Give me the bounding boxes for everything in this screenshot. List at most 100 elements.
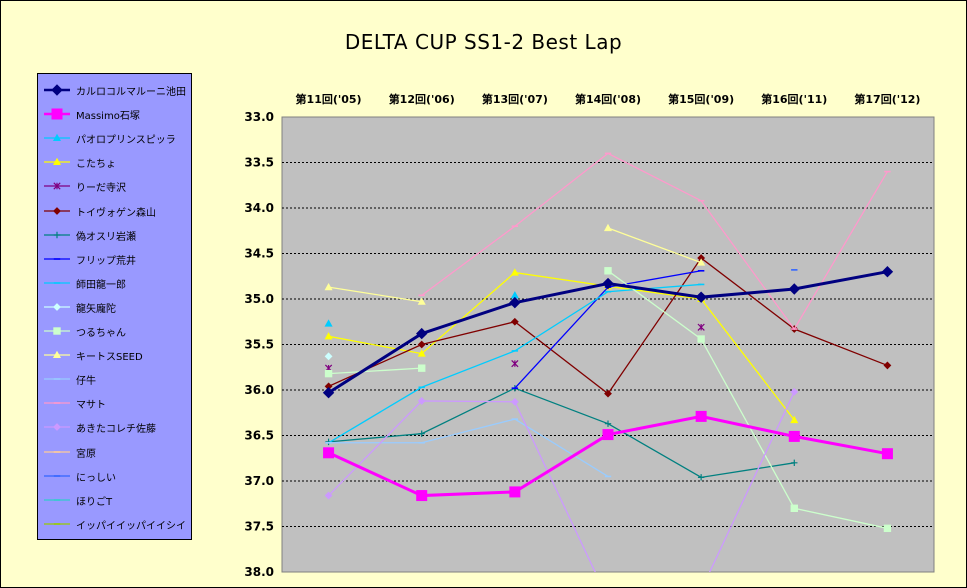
legend-item: トイヴォゲン森山 bbox=[42, 201, 192, 221]
data-point bbox=[417, 297, 426, 305]
legend-label: キートスSEED bbox=[76, 352, 143, 364]
legend-swatch bbox=[44, 158, 70, 166]
data-point bbox=[323, 447, 335, 459]
data-point bbox=[790, 415, 799, 424]
series-line bbox=[325, 384, 798, 481]
data-point bbox=[697, 199, 705, 202]
series-line bbox=[418, 152, 891, 331]
legend-item: 偽オスリ岩瀬 bbox=[42, 225, 192, 245]
legend-swatch bbox=[44, 302, 70, 311]
data-point bbox=[790, 504, 798, 513]
data-point bbox=[697, 323, 705, 331]
series-path bbox=[328, 391, 795, 572]
y-tick-label: 35.0 bbox=[244, 292, 274, 306]
legend-swatch bbox=[44, 206, 70, 215]
y-tick-label: 36.0 bbox=[244, 383, 274, 397]
data-point bbox=[51, 108, 63, 120]
data-point bbox=[510, 317, 519, 326]
data-point bbox=[604, 152, 612, 155]
legend-swatch bbox=[44, 378, 70, 380]
data-point bbox=[602, 429, 614, 441]
series-path bbox=[328, 286, 422, 303]
data-point bbox=[881, 265, 894, 278]
legend-swatch bbox=[44, 133, 70, 142]
x-tick-label: 第11回('05) bbox=[296, 92, 362, 106]
legend-item: カルロコルマルーニ池田 bbox=[42, 80, 192, 100]
data-point bbox=[511, 225, 519, 227]
series-path bbox=[421, 152, 888, 331]
data-point bbox=[604, 420, 612, 427]
series-line bbox=[325, 418, 612, 478]
series-group bbox=[322, 152, 894, 572]
legend-swatch bbox=[44, 498, 70, 501]
series-line bbox=[322, 265, 894, 399]
data-point bbox=[322, 387, 335, 399]
legend-label: トイヴォゲン森山 bbox=[76, 207, 156, 219]
legend-item: 仔牛 bbox=[42, 369, 192, 389]
legend-swatch bbox=[44, 182, 70, 191]
data-point bbox=[324, 352, 333, 361]
y-tick-label: 33.0 bbox=[244, 110, 274, 124]
x-tick-label: 第17回('12) bbox=[854, 92, 920, 106]
legend-item: 師田龍一郎 bbox=[42, 273, 192, 293]
data-point bbox=[53, 378, 61, 380]
data-point bbox=[418, 364, 426, 372]
y-tick-label: 35.5 bbox=[244, 338, 274, 352]
data-point bbox=[418, 386, 425, 389]
legend-label: りーだ寺沢 bbox=[76, 183, 126, 195]
legend-item: あきたコレチ佐藤 bbox=[42, 417, 192, 437]
data-point bbox=[509, 296, 521, 309]
data-point bbox=[53, 206, 61, 215]
legend-label: ほりごT bbox=[76, 496, 113, 508]
data-point bbox=[510, 268, 519, 276]
data-point bbox=[53, 474, 61, 477]
y-tick-label: 37.5 bbox=[244, 520, 274, 534]
data-point bbox=[604, 267, 612, 275]
data-point bbox=[416, 327, 428, 340]
series-path bbox=[328, 387, 795, 479]
data-point bbox=[791, 459, 798, 466]
y-tick-label: 38.0 bbox=[244, 565, 274, 579]
x-axis-labels: 第11回('05) 第12回('06) 第13回('07) 第14回('08) 第15回… bbox=[296, 92, 921, 106]
data-point bbox=[418, 441, 425, 444]
x-tick-label: 第13回('07) bbox=[482, 92, 548, 106]
data-point bbox=[51, 84, 63, 96]
data-point bbox=[697, 335, 705, 343]
series-line bbox=[324, 352, 333, 361]
data-point bbox=[697, 258, 706, 266]
legend-swatch bbox=[44, 450, 70, 453]
data-point bbox=[417, 397, 426, 405]
data-point bbox=[791, 269, 798, 271]
series-line bbox=[323, 410, 893, 502]
data-point bbox=[509, 486, 521, 498]
data-point bbox=[697, 474, 705, 481]
legend-item: パオロプリンスピッラ bbox=[42, 128, 192, 148]
series-line bbox=[324, 223, 706, 305]
data-point bbox=[53, 281, 61, 284]
data-point bbox=[604, 475, 612, 478]
data-point bbox=[510, 397, 519, 406]
legend-swatch bbox=[44, 327, 70, 335]
data-point bbox=[324, 282, 333, 291]
data-point bbox=[511, 359, 519, 368]
data-point bbox=[695, 291, 707, 303]
data-point bbox=[53, 257, 61, 260]
legend-swatch bbox=[44, 474, 70, 477]
y-tick-label: 36.5 bbox=[244, 429, 274, 443]
y-tick-label: 33.5 bbox=[244, 156, 274, 170]
x-tick-label: 第14回('08) bbox=[575, 92, 641, 106]
y-tick-label: 34.5 bbox=[244, 247, 274, 261]
data-point bbox=[324, 491, 333, 500]
data-point bbox=[324, 332, 333, 340]
legend-item: にっしい bbox=[42, 466, 192, 486]
data-point bbox=[52, 133, 62, 142]
legend-swatch bbox=[44, 350, 70, 359]
legend-item: マサト bbox=[42, 393, 192, 413]
legend-item: イッパイイッパイイシイ bbox=[42, 514, 192, 534]
legend-swatch bbox=[44, 423, 70, 432]
data-point bbox=[883, 524, 892, 533]
legend-label: あきたコレチ佐藤 bbox=[76, 424, 156, 436]
data-point bbox=[52, 158, 62, 166]
x-tick-label: 第12回('06) bbox=[389, 92, 455, 106]
legend-item: 宮原 bbox=[42, 442, 192, 462]
